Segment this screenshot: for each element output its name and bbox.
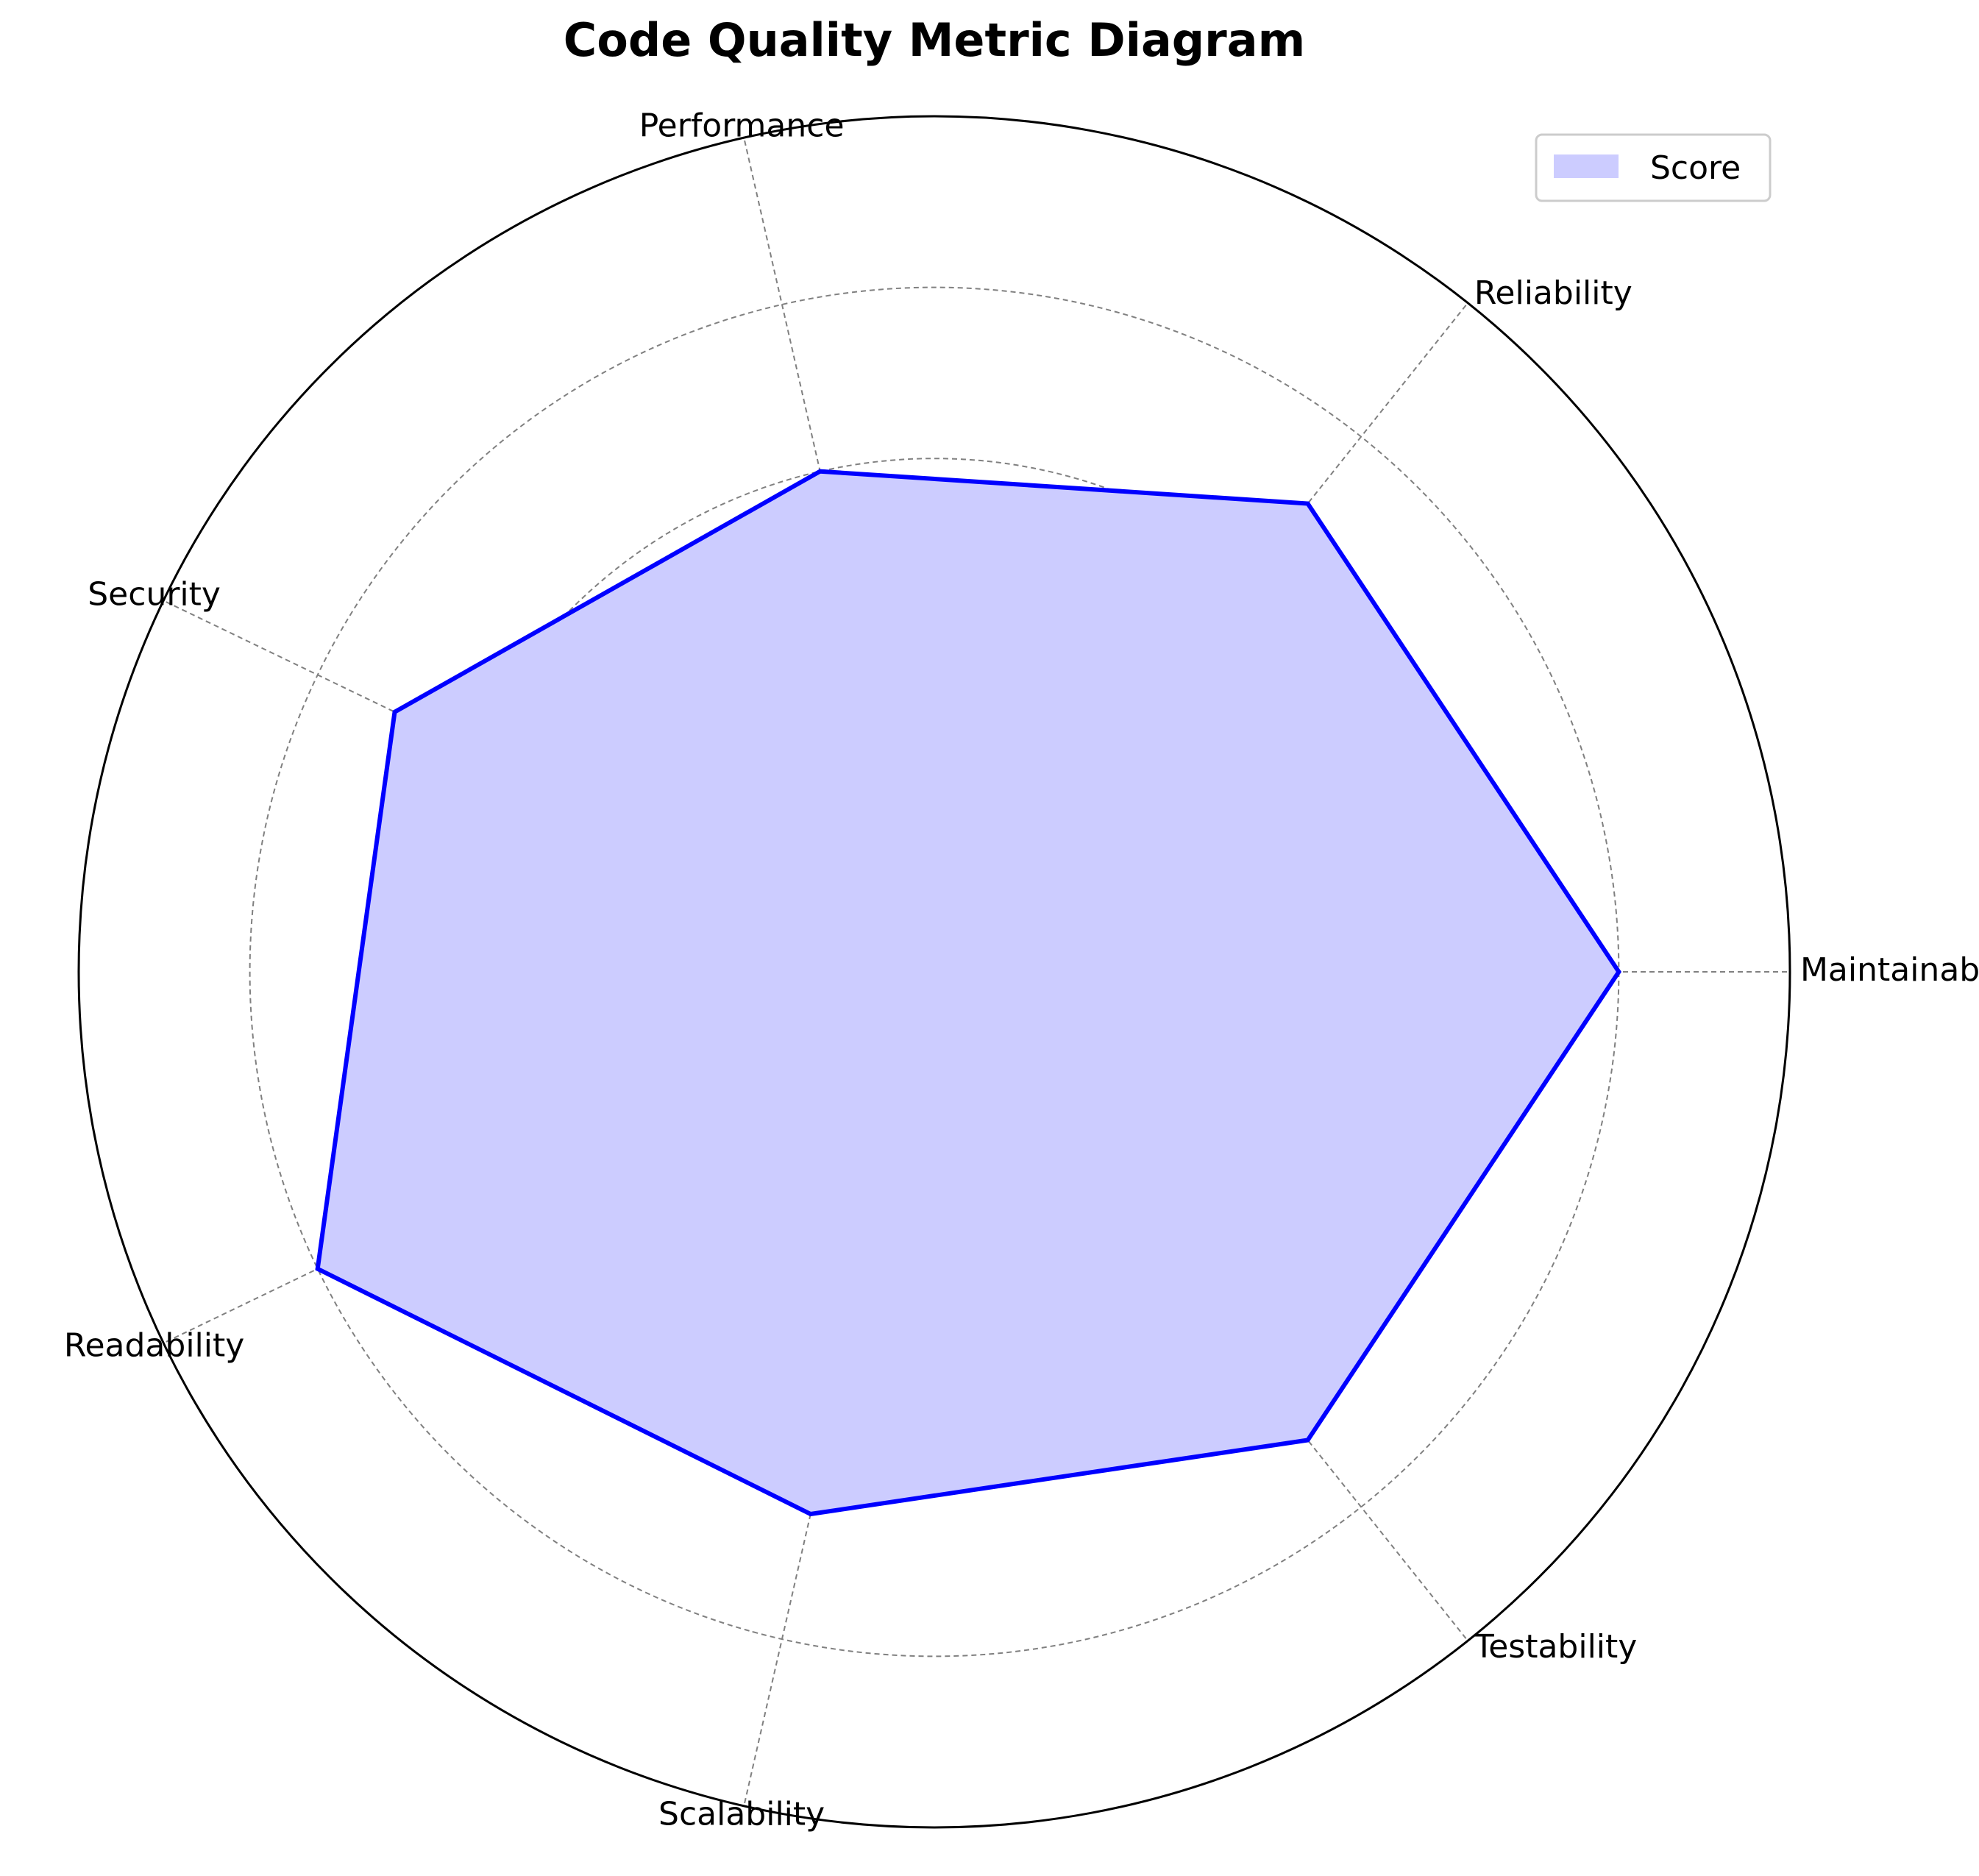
category-label-scalability: Scalability: [658, 1795, 825, 1833]
data-point-security: [392, 709, 397, 714]
data-point-scalability: [808, 1511, 813, 1516]
data-point-reliability: [1305, 501, 1310, 506]
chart-title: Code Quality Metric Diagram: [563, 13, 1306, 67]
category-label-testability: Testability: [1474, 1628, 1638, 1666]
label-layer: Maintainability Reliability Performance Sec…: [64, 107, 1979, 1833]
category-label-readability: Readability: [64, 1327, 244, 1365]
series-line-score: [315, 469, 1622, 1517]
legend: Score: [1535, 133, 1772, 202]
data-point-testability: [1305, 1438, 1310, 1443]
outer-frame-circle: [77, 115, 1791, 1829]
category-label-reliability: Reliability: [1474, 274, 1632, 312]
category-label-maintainability: Maintainability: [1800, 951, 1979, 989]
series-area-score: [317, 471, 1619, 1515]
data-point-performance: [817, 469, 822, 474]
category-label-performance: Performance: [639, 107, 845, 145]
data-point-maintainability: [1616, 970, 1621, 974]
data-point-readability: [315, 1266, 320, 1271]
legend-swatch-score: [1554, 154, 1619, 178]
category-label-security: Security: [88, 575, 221, 613]
legend-frame: [1535, 133, 1772, 202]
data-layer: [315, 469, 1622, 1517]
legend-label-score: Score: [1650, 149, 1741, 187]
